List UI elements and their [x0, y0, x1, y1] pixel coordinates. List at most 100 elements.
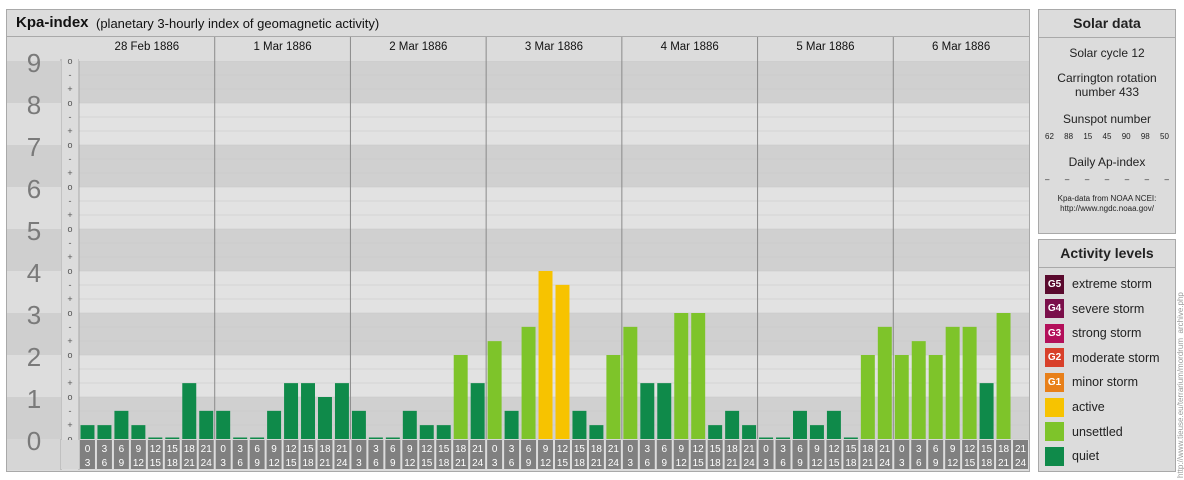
kp-bar	[334, 383, 349, 439]
y-tick-label: 9	[27, 48, 41, 78]
activity-level-minor-storm: G1 minor storm	[1045, 372, 1138, 392]
ap-value: –	[1144, 175, 1150, 184]
kp-band	[79, 61, 1029, 103]
chart-title-bar: Kpa-index (planetary 3-hourly index of g…	[7, 10, 1029, 37]
sunspot-value: 62	[1045, 132, 1054, 141]
y-axis-band	[7, 355, 61, 397]
hour-end-label: 15	[421, 458, 433, 469]
hour-label-box	[792, 440, 808, 469]
level-swatch: G1	[1045, 372, 1064, 392]
hour-start-label: 0	[220, 444, 226, 455]
hour-start-label: 18	[727, 444, 739, 455]
ap-value: –	[1045, 175, 1050, 184]
y-subtick-label: o	[67, 140, 72, 150]
kp-band	[79, 313, 1029, 355]
kp-bar	[843, 437, 858, 439]
kp-bar	[521, 326, 536, 439]
hour-start-label: 3	[237, 444, 243, 455]
hour-start-label: 15	[845, 444, 857, 455]
activity-levels-panel: Activity levels G5 extreme storm G4 severe …	[1038, 239, 1176, 472]
hour-end-label: 12	[133, 458, 145, 469]
kp-bar	[623, 326, 638, 439]
solar-data-heading: Solar data	[1039, 10, 1175, 38]
kp-bar	[351, 410, 366, 439]
y-axis-band	[7, 145, 61, 187]
y-axis-band	[7, 313, 61, 355]
hour-end-label: 12	[540, 458, 552, 469]
kp-bar	[453, 355, 468, 439]
hour-start-label: 18	[319, 444, 331, 455]
kp-band	[79, 145, 1029, 187]
kp-bar	[674, 313, 689, 439]
ap-value: –	[1084, 175, 1090, 184]
hour-end-label: 9	[254, 458, 260, 469]
hour-end-label: 3	[492, 458, 498, 469]
y-subtick-label: o	[67, 350, 72, 360]
hour-start-label: 3	[509, 444, 515, 455]
hour-end-label: 12	[404, 458, 416, 469]
activity-level-moderate-storm: G2 moderate storm	[1045, 348, 1160, 368]
level-label: moderate storm	[1072, 350, 1160, 365]
y-subtick-label: o	[67, 56, 72, 66]
hour-end-label: 21	[727, 458, 739, 469]
level-swatch	[1045, 446, 1064, 466]
hour-label-box	[487, 440, 503, 469]
hour-end-label: 15	[828, 458, 840, 469]
level-label: extreme storm	[1072, 277, 1152, 291]
hour-start-label: 3	[373, 444, 379, 455]
sunspot-label: Sunspot number	[1062, 112, 1152, 126]
hour-end-label: 9	[526, 458, 532, 469]
hour-label-box	[945, 440, 961, 469]
ap-value: –	[1104, 175, 1110, 184]
kp-bar	[572, 410, 587, 439]
hour-end-label: 21	[319, 458, 331, 469]
day-label: 5 Mar 1886	[796, 41, 854, 53]
hour-start-label: 18	[591, 444, 603, 455]
level-swatch: G3	[1045, 323, 1064, 343]
hour-start-label: 9	[136, 444, 142, 455]
hour-label-box	[894, 440, 910, 469]
hour-label-box	[96, 440, 112, 469]
kp-bar	[928, 355, 943, 439]
hour-label-box	[826, 440, 842, 469]
hour-start-label: 9	[271, 444, 277, 455]
hour-label-box	[809, 440, 825, 469]
hour-end-label: 3	[85, 458, 91, 469]
hour-label-box	[215, 440, 231, 469]
y-axis-band	[7, 61, 61, 103]
y-subtick-label: +	[67, 378, 72, 388]
data-source-link[interactable]: http://www.ngdc.noaa.gov/	[1060, 204, 1154, 213]
activity-level-unsettled: unsettled	[1045, 422, 1123, 442]
kp-bar	[657, 383, 672, 439]
y-subtick-label: o	[67, 434, 72, 444]
hour-end-label: 24	[608, 458, 620, 469]
hour-end-label: 9	[797, 458, 803, 469]
hour-end-label: 18	[167, 458, 179, 469]
hour-label-box	[673, 440, 689, 469]
hour-start-label: 21	[608, 444, 620, 455]
activity-level-extreme-storm: G5 extreme storm	[1045, 274, 1152, 294]
kp-bar	[945, 326, 960, 439]
ap-value: –	[1064, 175, 1070, 184]
hour-strip-filler	[61, 440, 79, 469]
hour-end-label: 24	[1015, 458, 1027, 469]
hour-label-box	[130, 440, 146, 469]
hour-label-box	[911, 440, 927, 469]
kp-bar	[182, 383, 197, 439]
kp-bar	[284, 383, 299, 439]
hour-start-label: 6	[119, 444, 125, 455]
sunspot-value: 45	[1102, 132, 1112, 141]
kp-band	[79, 187, 1029, 229]
y-subtick-label: +	[67, 252, 72, 262]
hour-start-label: 15	[438, 444, 450, 455]
level-label: minor storm	[1072, 375, 1138, 390]
y-tick-label: 5	[27, 216, 41, 246]
y-subtick-label: +	[67, 168, 72, 178]
hour-label-box	[249, 440, 265, 469]
y-subtick-label: +	[67, 420, 72, 430]
hour-end-label: 24	[336, 458, 348, 469]
hour-end-label: 6	[780, 458, 786, 469]
y-axis-band	[7, 229, 61, 271]
hour-start-label: 12	[421, 444, 433, 455]
day-label: 4 Mar 1886	[661, 41, 719, 53]
